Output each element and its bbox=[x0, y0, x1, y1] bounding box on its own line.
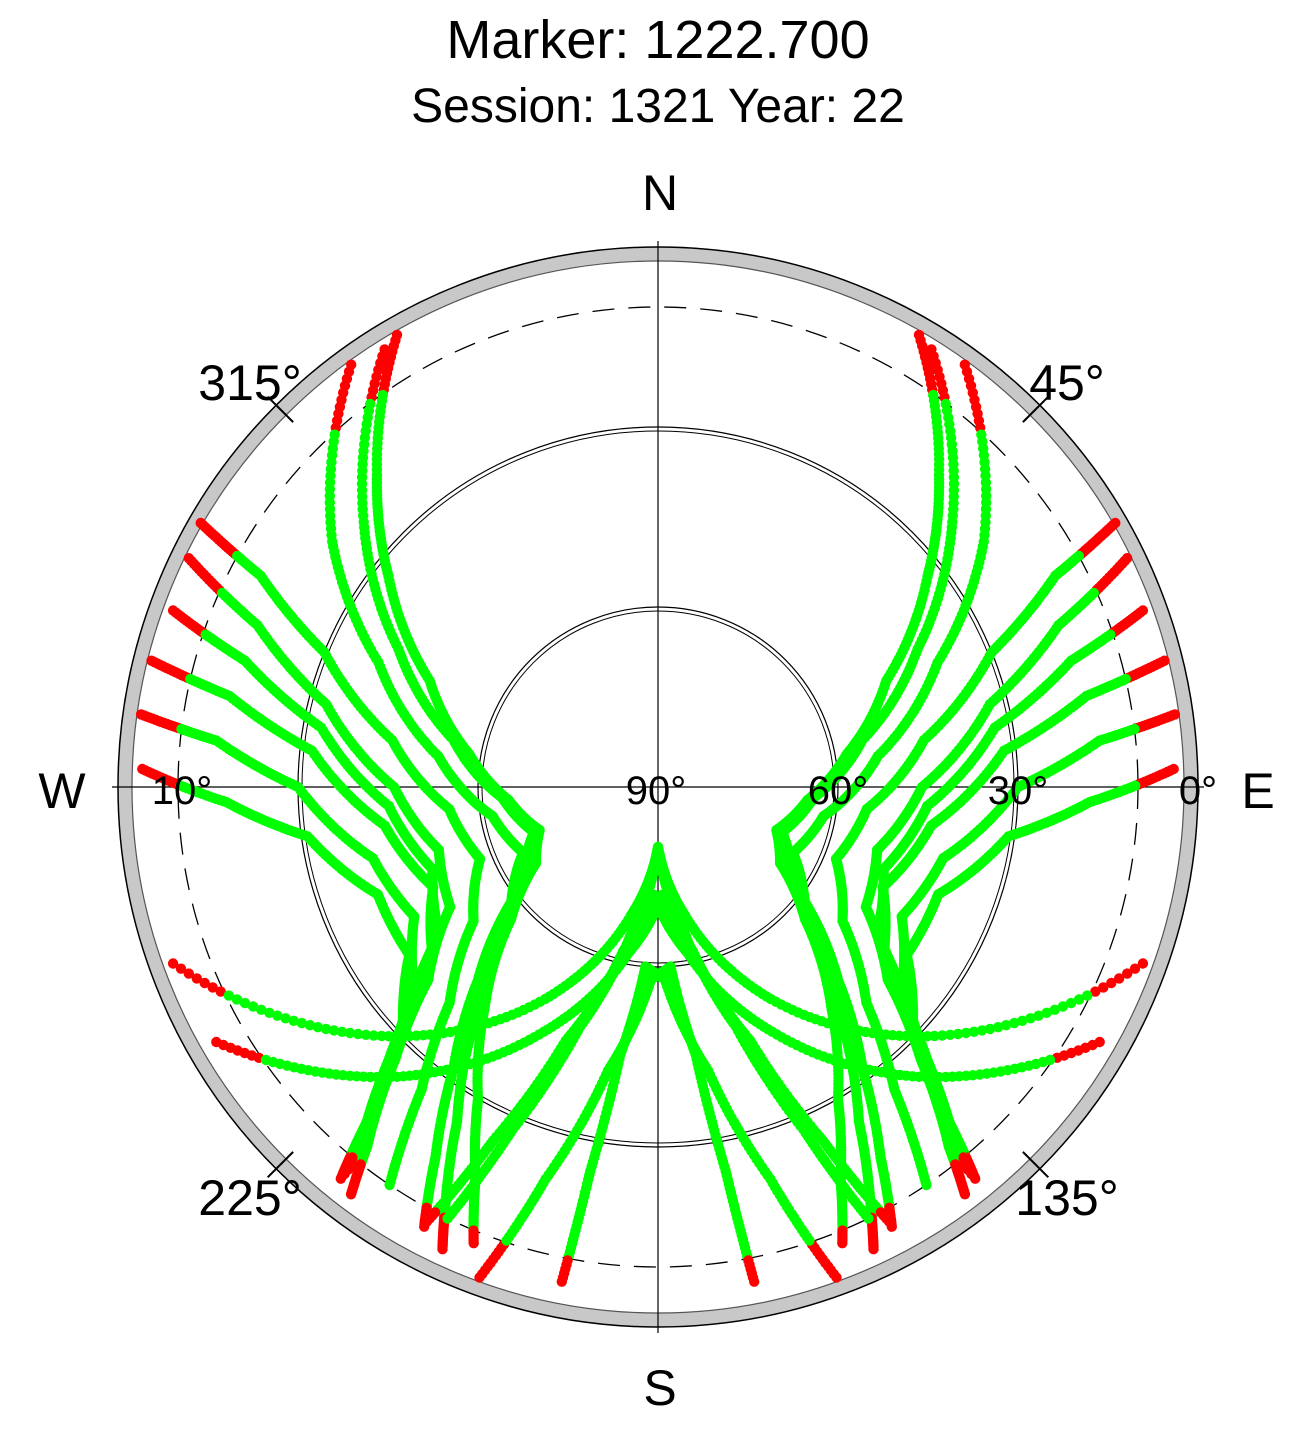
track-point bbox=[468, 1238, 479, 1249]
track-point bbox=[339, 1168, 350, 1180]
chart-title: Marker: 1222.700 bbox=[446, 10, 869, 70]
track-point bbox=[837, 1238, 848, 1249]
azimuth-tick-225 bbox=[266, 1151, 294, 1179]
track-point bbox=[863, 1213, 874, 1224]
azimuth-tick-45 bbox=[1022, 395, 1050, 423]
track-point bbox=[921, 1179, 932, 1191]
track-point bbox=[345, 1189, 357, 1200]
track-point bbox=[384, 1179, 395, 1191]
azimuth-tick-315 bbox=[266, 395, 294, 423]
track-point bbox=[868, 1244, 879, 1255]
track-point bbox=[883, 1216, 895, 1227]
track-point bbox=[437, 1244, 448, 1255]
track-point bbox=[966, 1168, 977, 1180]
track-point bbox=[421, 1216, 433, 1227]
plot-area bbox=[112, 241, 1204, 1333]
chart-subtitle: Session: 1321 Year: 22 bbox=[411, 80, 905, 133]
azimuth-tick-135 bbox=[1022, 1151, 1050, 1179]
track-point bbox=[959, 1189, 971, 1200]
